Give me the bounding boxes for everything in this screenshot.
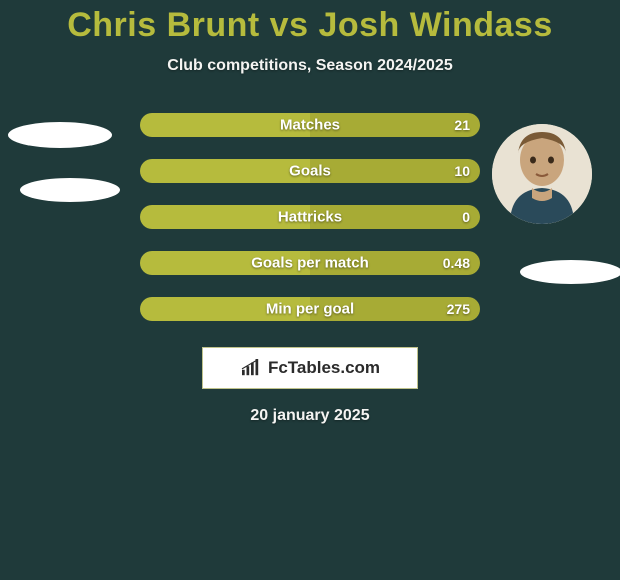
page-title: Chris Brunt vs Josh Windass <box>0 0 620 45</box>
subtitle: Club competitions, Season 2024/2025 <box>0 57 620 75</box>
stat-right-value: 275 <box>447 301 470 317</box>
stat-label: Goals <box>289 163 331 180</box>
stat-right-value: 0 <box>462 209 470 225</box>
stat-row-hattricks: Hattricks 0 <box>140 205 480 229</box>
comparison-infographic: Chris Brunt vs Josh Windass Club competi… <box>0 0 620 580</box>
bars-icon <box>240 359 262 377</box>
stat-left-half <box>140 159 310 183</box>
stat-right-value: 0.48 <box>443 255 470 271</box>
stat-label: Min per goal <box>266 301 354 318</box>
stat-label: Hattricks <box>278 209 342 226</box>
logo-text: FcTables.com <box>268 358 380 378</box>
stat-bars: Matches 21 Goals 10 Hattricks 0 <box>140 113 480 321</box>
stat-label: Goals per match <box>251 255 369 272</box>
source-logo: FcTables.com <box>202 347 418 389</box>
stat-label: Matches <box>280 117 340 134</box>
stats-chart: Matches 21 Goals 10 Hattricks 0 <box>0 113 620 425</box>
stat-right-value: 21 <box>454 117 470 133</box>
date-text: 20 january 2025 <box>0 407 620 425</box>
stat-row-min-per-goal: Min per goal 275 <box>140 297 480 321</box>
stat-right-value: 10 <box>454 163 470 179</box>
stat-row-goals: Goals 10 <box>140 159 480 183</box>
stat-row-matches: Matches 21 <box>140 113 480 137</box>
stat-row-goals-per-match: Goals per match 0.48 <box>140 251 480 275</box>
